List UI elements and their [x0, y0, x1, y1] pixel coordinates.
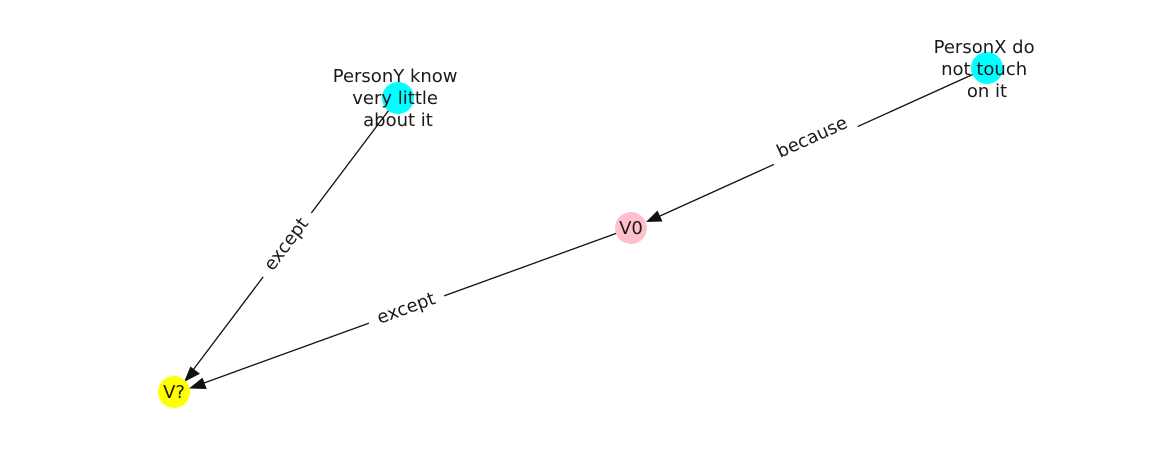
- node-label-line: not touch: [941, 59, 1027, 80]
- edge-personx-v0: because: [646, 67, 988, 222]
- edge-label-bg: [249, 203, 323, 285]
- node-personx: PersonX do not touch on it: [934, 37, 1041, 102]
- node-circle: [615, 212, 647, 244]
- arrowhead: [184, 366, 200, 382]
- node-label: V?: [163, 382, 185, 403]
- arrowhead: [189, 377, 207, 389]
- node-circle: [382, 82, 414, 114]
- arrowhead: [646, 210, 663, 222]
- node-vq: V?: [158, 376, 190, 408]
- node-label: V0: [619, 218, 643, 239]
- node-v0: V0: [615, 212, 647, 244]
- node-label-line: very little: [352, 88, 438, 109]
- edge-label-bg: [763, 104, 861, 170]
- edge-persony-vq: except: [184, 97, 399, 382]
- node-label-line: PersonX do: [934, 37, 1035, 58]
- node-label-line: about it: [363, 110, 433, 131]
- node-persony: PersonY know very little about it: [333, 66, 464, 131]
- node-label: PersonY know very little about it: [333, 66, 464, 131]
- node-circle: [971, 52, 1003, 84]
- edge-label-bg: [363, 280, 449, 336]
- edge-v0-vq: except: [189, 227, 632, 389]
- node-label-line: on it: [967, 81, 1007, 102]
- node-label: PersonX do not touch on it: [934, 37, 1041, 102]
- node-circle: [158, 376, 190, 408]
- node-label-line: PersonY know: [333, 66, 458, 87]
